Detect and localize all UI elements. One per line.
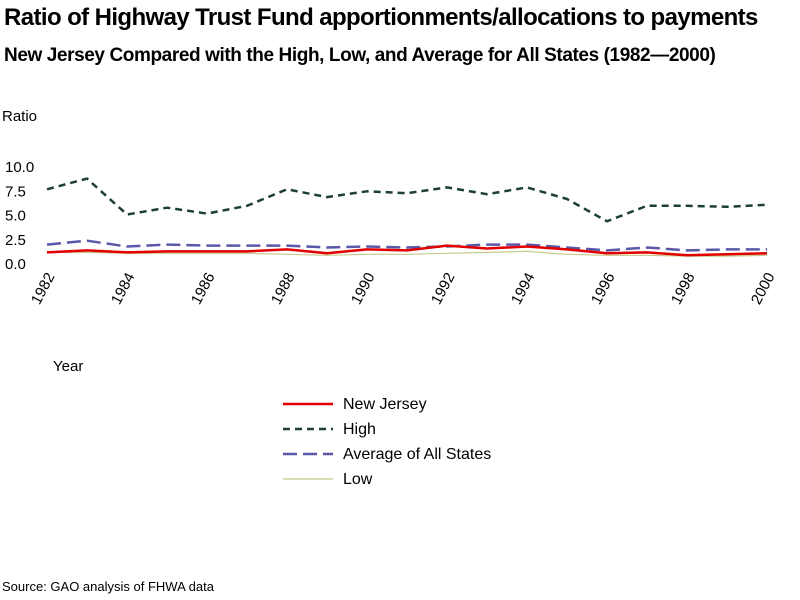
- y-tick-label: 7.5: [5, 183, 26, 200]
- y-tick-label: 10.0: [5, 159, 34, 176]
- chart-subtitle: New Jersey Compared with the High, Low, …: [4, 45, 716, 66]
- legend-label: High: [343, 421, 376, 438]
- legend-label: Low: [343, 471, 373, 488]
- x-tick-label: 1998: [668, 270, 699, 307]
- legend-label: Average of All States: [343, 446, 491, 463]
- series-line-new-jersey: [46, 244, 768, 257]
- legend: New Jersey High Average of All States Low: [283, 396, 491, 488]
- series-line-average-of-all-states: [46, 239, 767, 252]
- x-axis-label: Year: [53, 358, 83, 375]
- chart-title: Ratio of Highway Trust Fund apportionmen…: [4, 4, 758, 31]
- source-note: Source: GAO analysis of FHWA data: [2, 579, 214, 594]
- x-tick-label: 1982: [28, 270, 59, 307]
- x-tick-label: 1986: [188, 270, 219, 307]
- series-line-low: [47, 250, 768, 257]
- x-tick-label: 1988: [268, 270, 299, 307]
- x-tick-label: 1984: [108, 270, 139, 307]
- y-axis-label: Ratio: [2, 108, 37, 125]
- y-tick-label: 0.0: [5, 256, 26, 273]
- y-axis-ticks: 0.0 2.5 5.0 7.5 10.0: [5, 159, 34, 273]
- x-tick-label: 1996: [588, 270, 619, 307]
- x-tick-label: 1994: [508, 270, 539, 307]
- x-tick-label: 1990: [348, 270, 379, 307]
- y-tick-label: 5.0: [5, 208, 26, 225]
- y-tick-label: 2.5: [5, 232, 26, 249]
- series-line-high: [46, 177, 768, 223]
- series-lines: [46, 177, 768, 257]
- x-axis-ticks: 1982 1984 1986 1988 1990 1992 1994 1996 1998 2000: [28, 270, 779, 307]
- legend-label: New Jersey: [343, 396, 427, 413]
- x-tick-label: 1992: [428, 270, 459, 307]
- x-tick-label: 2000: [748, 270, 779, 307]
